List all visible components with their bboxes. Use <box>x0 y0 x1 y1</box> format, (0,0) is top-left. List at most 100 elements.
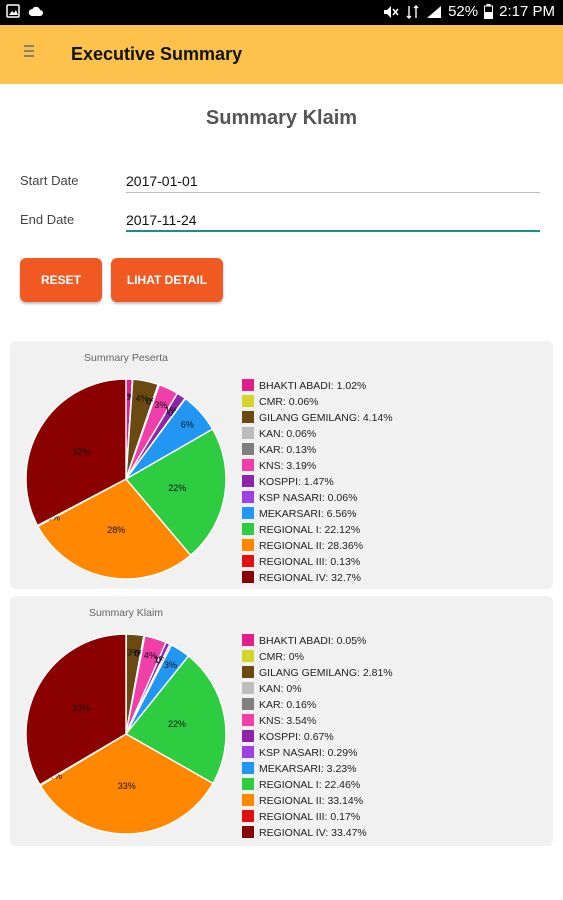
battery-percent: 52% <box>448 3 479 20</box>
legend-label: REGIONAL III: 0.17% <box>259 811 360 823</box>
legend-swatch <box>242 810 254 822</box>
reset-button[interactable]: RESET <box>20 258 102 302</box>
legend-swatch <box>242 682 254 694</box>
legend-label: MEKARSARI: 6.56% <box>259 508 356 520</box>
mute-icon <box>384 5 399 18</box>
signal-icon <box>427 5 442 18</box>
clock: 2:17 PM <box>499 3 555 20</box>
slice-label: 33% <box>118 781 136 791</box>
legend-swatch <box>242 491 254 503</box>
end-date-field[interactable]: 2017-11-24 <box>126 210 540 232</box>
app-bar: Executive Summary <box>0 25 563 84</box>
slice-label: 22% <box>168 719 186 729</box>
slice-label: 1% <box>165 406 178 416</box>
legend-label: KNS: 3.54% <box>259 715 316 727</box>
legend-swatch <box>242 523 254 535</box>
legend-swatch <box>242 634 254 646</box>
legend-swatch <box>242 459 254 471</box>
legend-label: REGIONAL II: 28.36% <box>259 540 363 552</box>
legend-swatch <box>242 666 254 678</box>
slice-label: 28% <box>107 525 125 535</box>
status-right: 52% 2:17 PM <box>382 3 555 20</box>
legend-swatch <box>242 730 254 742</box>
legend-label: KAN: 0.06% <box>259 428 316 440</box>
legend-swatch <box>242 555 254 567</box>
network-type-icon <box>406 4 419 19</box>
legend-swatch <box>242 411 254 423</box>
summary-klaim-card: Summary Klaim0%0%3%0%0%4%1%0%3%22%33%0%3… <box>10 596 553 846</box>
legend-label: KSP NASARI: 0.06% <box>259 492 357 504</box>
legend-label: REGIONAL IV: 33.47% <box>259 827 367 839</box>
slice-label: 3% <box>164 660 177 670</box>
legend-label: REGIONAL I: 22.12% <box>259 524 360 536</box>
legend-swatch <box>242 650 254 662</box>
legend-swatch <box>242 826 254 838</box>
slice-label: 22% <box>168 483 186 493</box>
pie-slice <box>36 478 192 580</box>
slice-label: 3% <box>154 400 167 410</box>
legend-label: REGIONAL II: 33.14% <box>259 795 363 807</box>
legend-label: CMR: 0.06% <box>259 396 319 408</box>
pie-slice <box>25 633 127 786</box>
legend-label: KOSPPI: 0.67% <box>259 731 334 743</box>
slice-label: 1% <box>154 655 167 665</box>
legend-swatch <box>242 395 254 407</box>
legend-label: KOSPPI: 1.47% <box>259 476 334 488</box>
legend-swatch <box>242 427 254 439</box>
legend-label: BHAKTI ABADI: 0.05% <box>259 635 366 647</box>
pie-slice <box>25 378 127 527</box>
slice-label: 32% <box>72 447 90 457</box>
lihat-detail-button[interactable]: LIHAT DETAIL <box>111 258 223 302</box>
status-bar: 52% 2:17 PM <box>0 0 563 25</box>
legend-swatch <box>242 475 254 487</box>
legend-swatch <box>242 762 254 774</box>
legend-swatch <box>242 379 254 391</box>
slice-label: 6% <box>181 419 194 429</box>
legend-label: GILANG GEMILANG: 4.14% <box>259 412 393 424</box>
summary-peserta-card: Summary Peserta1%0%4%0%0%3%1%0%6%22%28%0… <box>10 341 553 589</box>
end-date-label: End Date <box>20 212 75 227</box>
legend-label: KAR: 0.13% <box>259 444 316 456</box>
image-icon <box>6 4 20 18</box>
summary-klaim-chart: Summary Klaim0%0%3%0%0%4%1%0%3%22%33%0%3… <box>25 607 393 839</box>
pie-slice <box>124 428 227 557</box>
legend-swatch <box>242 746 254 758</box>
slice-label: 1% <box>122 392 135 402</box>
slice-label: 3% <box>127 647 140 657</box>
legend-swatch <box>242 794 254 806</box>
legend-label: REGIONAL IV: 32.7% <box>259 572 361 584</box>
menu-icon[interactable] <box>24 45 38 63</box>
legend-label: KSP NASARI: 0.29% <box>259 747 357 759</box>
slice-label: 4% <box>136 394 149 404</box>
start-date-field[interactable]: 2017-01-01 <box>126 171 540 193</box>
status-left-icons <box>6 4 44 18</box>
cloud-icon <box>28 6 43 16</box>
legend-label: BHAKTI ABADI: 1.02% <box>259 380 366 392</box>
legend-label: REGIONAL III: 0.13% <box>259 556 360 568</box>
battery-icon <box>484 4 494 19</box>
chart-title: Summary Peserta <box>84 352 168 364</box>
legend-label: KNS: 3.19% <box>259 460 316 472</box>
legend-swatch <box>242 698 254 710</box>
legend-label: GILANG GEMILANG: 2.81% <box>259 667 393 679</box>
legend-swatch <box>242 539 254 551</box>
slice-label: 0% <box>156 656 169 666</box>
legend-label: KAR: 0.16% <box>259 699 316 711</box>
pie-slice <box>39 733 214 835</box>
legend-swatch <box>242 714 254 726</box>
page-title: Summary Klaim <box>205 107 358 129</box>
start-date-label: Start Date <box>20 173 79 188</box>
legend-label: KAN: 0% <box>259 683 302 695</box>
app-bar-title: Executive Summary <box>71 44 243 64</box>
legend-swatch <box>242 778 254 790</box>
slice-label: 33% <box>72 703 90 713</box>
legend-label: CMR: 0% <box>259 651 304 663</box>
legend-swatch <box>242 571 254 583</box>
chart-title: Summary Klaim <box>89 607 163 619</box>
legend-swatch <box>242 443 254 455</box>
slice-label: 4% <box>144 651 157 661</box>
pie-slice <box>124 654 227 785</box>
summary-peserta-chart: Summary Peserta1%0%4%0%0%3%1%0%6%22%28%0… <box>25 352 393 584</box>
legend-label: MEKARSARI: 3.23% <box>259 763 356 775</box>
legend-swatch <box>242 507 254 519</box>
